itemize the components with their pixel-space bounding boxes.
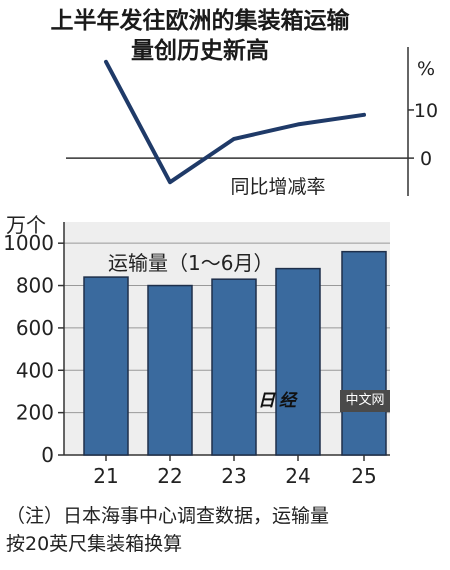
- watermark-label: 中文网: [340, 390, 390, 412]
- nikkei-watermark: 日经 中文网: [258, 390, 390, 412]
- bar-y-tick-label: 400: [16, 358, 54, 382]
- growth-rate-point: [297, 123, 299, 125]
- line-y-tick-label: 10: [414, 100, 438, 122]
- chart-title-line1: 上半年发往欧洲的集装箱运输: [50, 8, 350, 34]
- footnote-line1: （注）日本海事中心调查数据，运输量: [6, 505, 330, 527]
- bar-x-tick-label: 25: [351, 464, 376, 488]
- bar-annotation: 运输量（1～6月）: [108, 251, 273, 275]
- bar-21: [83, 276, 129, 456]
- growth-rate-point: [363, 114, 365, 116]
- bar-y-unit: 万个: [6, 213, 46, 237]
- chart-title-line2: 量创历史新高: [131, 38, 269, 64]
- bar-x-tick-label: 23: [221, 464, 246, 488]
- bar-y-tick-label: 600: [16, 316, 54, 340]
- footnote-line2: 按20英尺集装箱换算: [6, 533, 183, 555]
- growth-rate-line: [104, 59, 366, 185]
- line-y-unit: %: [417, 58, 435, 80]
- bar-y-tick-label: 200: [16, 401, 54, 425]
- line-y-tick-label: 0: [420, 148, 432, 170]
- growth-rate-point: [105, 61, 107, 63]
- bar-x-tick-label: 21: [93, 464, 118, 488]
- watermark-logo: 日经: [258, 391, 300, 411]
- bar-x-tick-label: 24: [285, 464, 310, 488]
- bar-y-tick-label: 1000: [3, 231, 54, 255]
- bar-y-tick-label: 800: [16, 274, 54, 298]
- bar-x-tick-label: 22: [157, 464, 182, 488]
- bar-23: [211, 278, 257, 456]
- growth-rate-point: [233, 138, 235, 140]
- bar-24: [275, 267, 321, 456]
- bar-25: [341, 250, 387, 456]
- bar-22: [147, 284, 193, 456]
- line-series-label: 同比增减率: [230, 176, 325, 198]
- growth-rate-point: [169, 181, 171, 183]
- bar-y-tick-label: 0: [41, 443, 54, 467]
